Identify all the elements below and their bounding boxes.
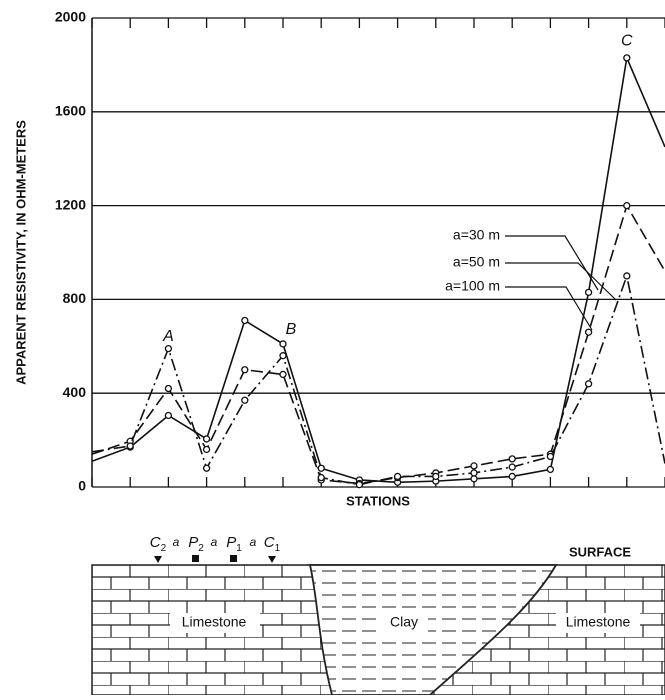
data-point xyxy=(164,384,173,393)
data-point xyxy=(241,366,249,374)
electrode-symbol: P xyxy=(226,534,236,551)
data-point xyxy=(241,316,249,325)
data-point xyxy=(202,445,211,454)
data-point xyxy=(584,380,593,388)
y-axis-label: APPARENT RESISTIVITY, IN OHM-METERS xyxy=(13,120,28,385)
data-point xyxy=(202,464,211,472)
data-point xyxy=(584,288,593,297)
electrode-label: P2 xyxy=(188,534,204,554)
data-point xyxy=(546,452,555,461)
electrode-symbol: a xyxy=(250,535,257,549)
electrode-label: a xyxy=(250,535,257,549)
label-bg xyxy=(380,613,428,633)
electrode-label: a xyxy=(211,535,218,549)
electrode-subscript: 1 xyxy=(275,543,281,554)
electrode-symbol: a xyxy=(211,535,218,549)
y-tick-label: 0 xyxy=(78,478,86,494)
data-point xyxy=(317,473,325,482)
electrode-p2 xyxy=(192,555,199,562)
data-point xyxy=(470,475,478,483)
x-axis-label: STATIONS xyxy=(346,493,410,508)
data-point xyxy=(279,370,287,379)
legend-label: a=50 m xyxy=(453,254,500,270)
y-tick-label: 1200 xyxy=(55,196,86,212)
electrode-symbol: C xyxy=(150,534,161,551)
electrode-label: P1 xyxy=(226,534,242,554)
electrode-subscript: 1 xyxy=(236,543,242,554)
data-point xyxy=(202,435,211,443)
y-tick-label: 1600 xyxy=(55,103,86,119)
data-point xyxy=(241,396,249,404)
data-point xyxy=(470,462,478,470)
data-point xyxy=(393,472,402,481)
data-point xyxy=(584,328,593,336)
data-point xyxy=(279,340,287,348)
data-point xyxy=(508,472,516,481)
electrode-label: C1 xyxy=(264,534,281,554)
layer-label: Limestone xyxy=(182,614,247,630)
data-point xyxy=(164,411,173,420)
data-point xyxy=(126,442,134,450)
data-point xyxy=(432,472,440,481)
data-point xyxy=(279,352,287,360)
electrode-label: C2 xyxy=(150,534,167,554)
y-tick-label: 2000 xyxy=(55,9,86,25)
electrode-symbol: a xyxy=(173,535,180,549)
data-point xyxy=(508,463,516,471)
electrode-label: a xyxy=(173,535,180,549)
data-point xyxy=(164,344,173,353)
y-tick-label: 800 xyxy=(63,290,87,306)
surface-label: SURFACE xyxy=(569,544,631,559)
legend-label: a=100 m xyxy=(445,278,500,294)
label-bg xyxy=(170,613,260,633)
annotation: A xyxy=(162,328,174,345)
y-tick-label: 400 xyxy=(63,384,87,400)
layer-label: Clay xyxy=(390,614,418,630)
annotation: B xyxy=(286,321,297,338)
data-point xyxy=(355,481,364,489)
legend-leader xyxy=(505,262,617,301)
data-point xyxy=(623,201,631,210)
legend-leader xyxy=(505,286,593,331)
electrode-c2 xyxy=(154,556,162,563)
electrode-subscript: 2 xyxy=(198,543,204,554)
series-line xyxy=(91,55,665,484)
electrode-symbol: C xyxy=(264,534,275,551)
layer-label: Limestone xyxy=(566,614,631,630)
series-line xyxy=(91,203,665,485)
electrode-symbol: P xyxy=(188,534,198,551)
data-point xyxy=(623,272,631,280)
data-point xyxy=(508,455,516,463)
label-bg xyxy=(556,613,640,633)
series-line xyxy=(91,272,665,486)
legend-label: a=30 m xyxy=(453,227,500,243)
electrode-subscript: 2 xyxy=(161,543,167,554)
data-point xyxy=(546,465,555,474)
geologic-section: Limestone Clay Limestone SURFACE xyxy=(91,544,665,696)
data-point xyxy=(317,464,325,472)
data-point xyxy=(623,54,631,62)
annotation: C xyxy=(621,33,633,50)
electrode-c1 xyxy=(268,556,276,563)
data-point xyxy=(470,469,478,477)
electrode-p1 xyxy=(230,555,237,562)
